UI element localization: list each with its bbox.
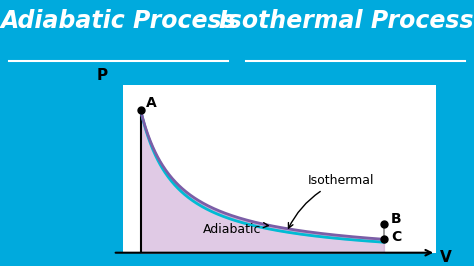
Text: V: V xyxy=(439,250,451,265)
Text: Isothermal: Isothermal xyxy=(289,174,374,228)
Text: Adiabatic Process: Adiabatic Process xyxy=(0,9,237,33)
Text: B: B xyxy=(391,211,401,226)
Text: A: A xyxy=(146,96,156,110)
Text: Adiabatic: Adiabatic xyxy=(203,223,268,236)
Text: P: P xyxy=(97,68,108,84)
Text: C: C xyxy=(391,230,401,244)
Text: Isothermal Process: Isothermal Process xyxy=(219,9,474,33)
